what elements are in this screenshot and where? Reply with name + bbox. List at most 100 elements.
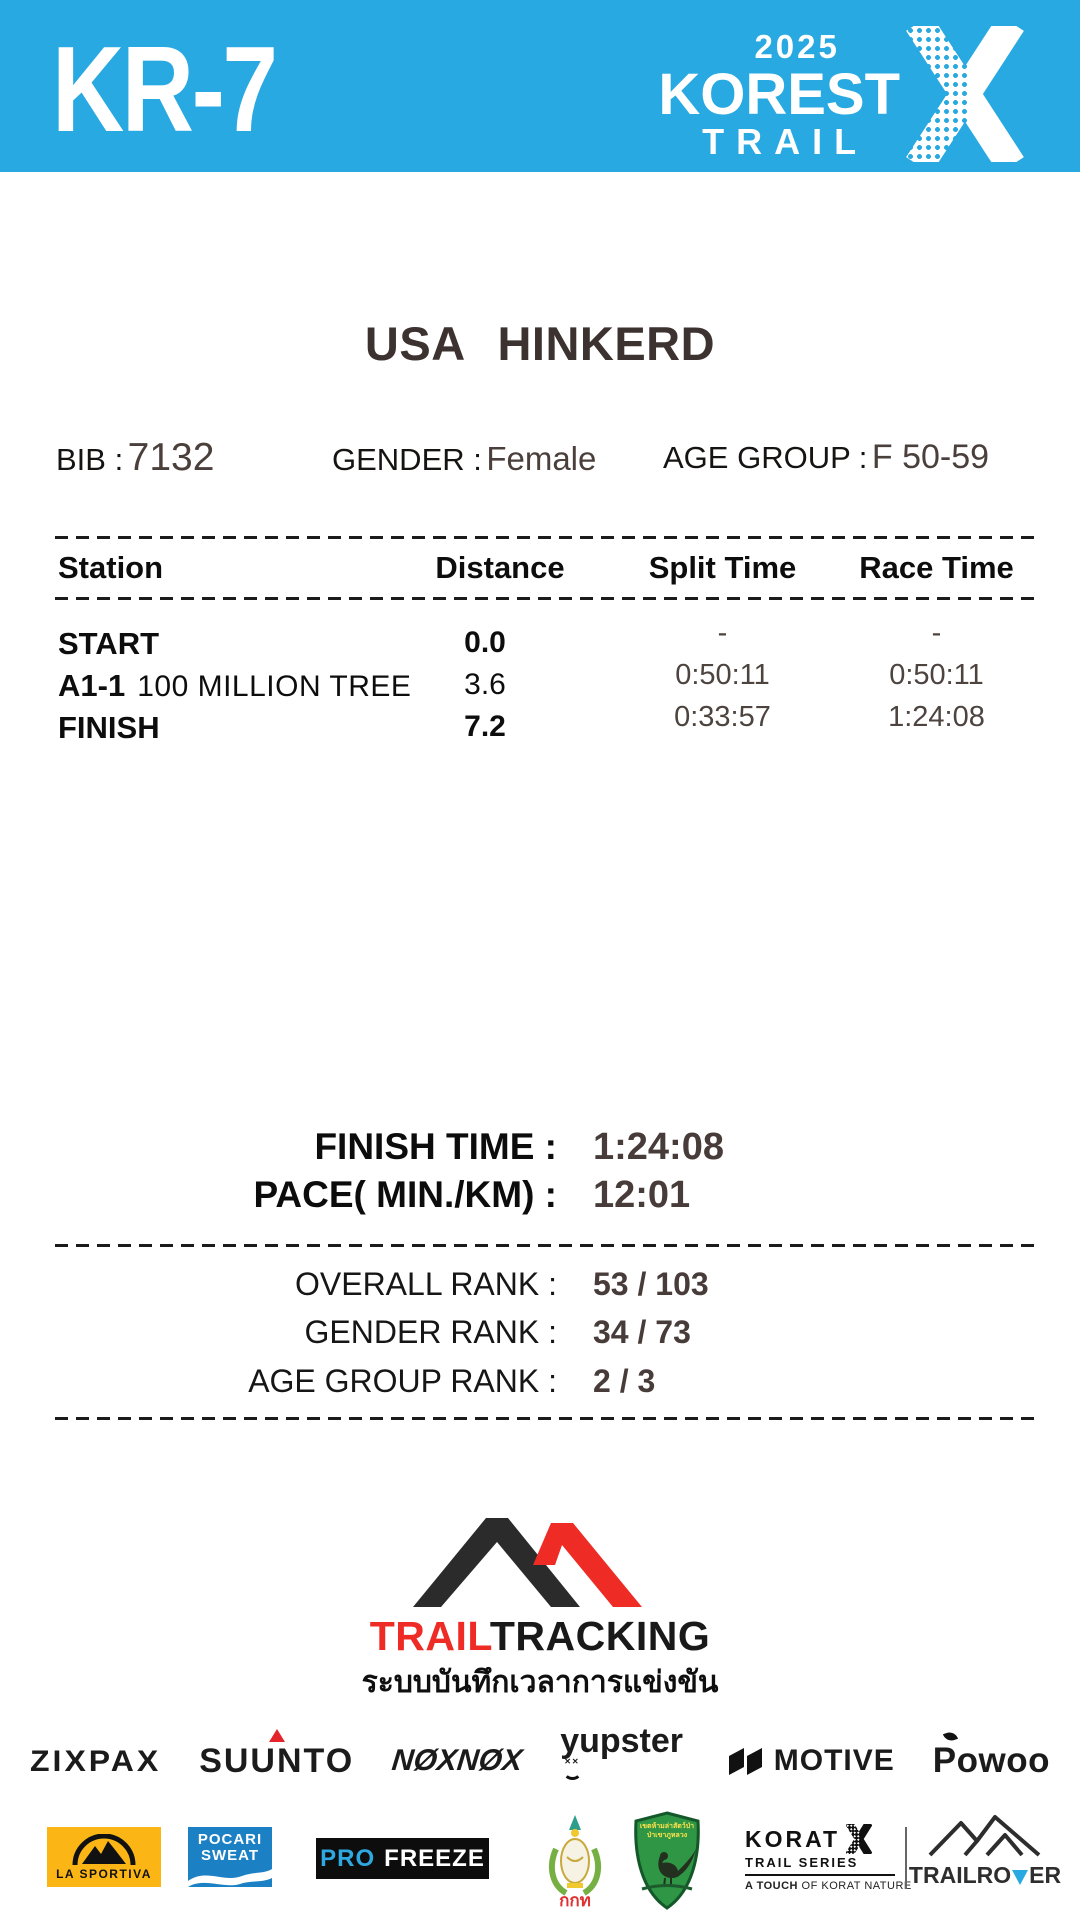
- bib-label: BIB :: [56, 442, 124, 477]
- col-header-station: Station: [58, 550, 164, 585]
- trailrover-left: TRAILRO: [908, 1862, 1012, 1888]
- sat-crest-thai-text: กกท: [559, 1891, 591, 1910]
- bib-value: 7132: [127, 436, 215, 479]
- trailtracking-wordmark: TRAILTRACKING: [0, 1613, 1080, 1660]
- station-code: FINISH: [58, 710, 160, 745]
- pocari-wave-icon: [188, 1869, 272, 1887]
- la-sportiva-logo: LA SPORTIVA: [47, 1827, 161, 1887]
- sat-crest-emblem: กกท: [548, 1815, 602, 1910]
- col-header-race: Race Time: [859, 550, 1014, 585]
- station-distance: 3.6: [464, 668, 506, 701]
- sponsor-row-1: ZIXPAX SUUNTO NØXNØX yupster MOTIVE Powo…: [30, 1722, 1050, 1790]
- station-distance: 7.2: [464, 710, 506, 743]
- age-group-rank-value: 2 / 3: [593, 1363, 656, 1399]
- korat-tagline-rest: OF KORAT NATURE: [798, 1880, 912, 1892]
- finish-time-value: 1:24:08: [593, 1126, 724, 1168]
- event-title: KOREST: [658, 62, 900, 127]
- korat-trail-series-label: TRAIL SERIES: [745, 1855, 859, 1870]
- korat-trail-series-logo: KORAT TRAIL SERIES A TOUCH OF KORAT NATU…: [745, 1824, 911, 1892]
- age-group-rank-label: AGE GROUP RANK :: [248, 1363, 557, 1399]
- pro-freeze-logo: PRO FREEZE: [316, 1838, 489, 1879]
- powoo-logo: Powoo: [932, 1741, 1050, 1780]
- dashed-divider: [55, 536, 1035, 539]
- finish-time-label: FINISH TIME :: [314, 1126, 557, 1167]
- event-year: 2025: [754, 28, 840, 65]
- gender-rank-row: GENDER RANK : 34 / 73: [0, 1314, 1080, 1351]
- station-code: A1-1: [58, 668, 126, 703]
- overall-rank-label: OVERALL RANK :: [294, 1266, 557, 1302]
- shield-thai-line2: ป่าเขาภูหลวง: [647, 1831, 688, 1840]
- col-header-split: Split Time: [648, 550, 797, 585]
- age-group-value: F 50-59: [871, 438, 990, 476]
- gender-field: GENDER : Female: [332, 440, 596, 478]
- runner-name: USA HINKERD: [364, 317, 716, 370]
- pace-value: 12:01: [593, 1174, 691, 1216]
- overall-rank-value: 53 / 103: [593, 1266, 709, 1302]
- trailrover-v-triangle-icon: [1012, 1870, 1029, 1885]
- korat-wordmark: KORAT: [745, 1825, 841, 1852]
- pro-freeze-pro: PRO: [320, 1844, 376, 1872]
- sponsor-divider-line: [905, 1827, 907, 1889]
- suunto-logo: SUUNTO: [199, 1728, 355, 1780]
- race-time: 1:24:08: [888, 701, 985, 733]
- header-banner: KR-7 2025 KOREST TRAIL: [0, 0, 1080, 172]
- wildlife-shield-emblem: เขตห้ามล่าสัตว์ป่า ป่าเขาภูหลวง: [634, 1811, 700, 1910]
- gender-label: GENDER :: [332, 442, 482, 477]
- noxnox-logo: NØXNØX: [390, 1744, 524, 1777]
- gender-value: Female: [486, 440, 597, 477]
- age-group-rank-row: AGE GROUP RANK : 2 / 3: [0, 1363, 1080, 1400]
- pocari-line1: POCARI: [197, 1831, 263, 1848]
- x-mark-icon: [906, 26, 1024, 162]
- dashed-divider: [55, 597, 1035, 600]
- event-subtitle: TRAIL: [702, 121, 869, 162]
- trailtracking-word-trail: TRAIL: [369, 1613, 490, 1659]
- trailrover-wordmark: TRAILRO ER: [909, 1862, 1061, 1889]
- korat-x-icon: [846, 1824, 873, 1854]
- dashed-divider: [55, 1244, 1035, 1247]
- zixpax-logo: ZIXPAX: [30, 1743, 162, 1778]
- korest-logo-text: 2025 KOREST TRAIL: [658, 28, 900, 160]
- pace-row: PACE( MIN./KM) : 12:01: [0, 1174, 1080, 1217]
- dashed-divider: [55, 1417, 1035, 1420]
- gender-rank-label: GENDER RANK :: [304, 1314, 557, 1350]
- pocari-line2: SWEAT: [200, 1846, 260, 1864]
- pro-freeze-freeze: FREEZE: [384, 1844, 485, 1872]
- pace-label: PACE( MIN./KM) :: [253, 1174, 558, 1215]
- split-time: 0:33:57: [674, 701, 771, 733]
- bib-field: BIB : 7132: [56, 436, 214, 480]
- station-distance: 0.0: [464, 626, 506, 659]
- yupster-smiley-icon: [562, 1757, 583, 1780]
- finish-time-row: FINISH TIME : 1:24:08: [0, 1126, 1080, 1169]
- gender-rank-value: 34 / 73: [593, 1314, 691, 1350]
- trailrover-logo: TRAILRO ER: [909, 1813, 1061, 1889]
- trailrover-mountains-icon: [928, 1815, 1041, 1857]
- motive-flags-icon: [728, 1747, 762, 1775]
- pocari-sweat-logo: POCARI SWEAT: [188, 1827, 272, 1887]
- shield-thai-line1: เขตห้ามล่าสัตว์ป่า: [640, 1821, 694, 1830]
- overall-rank-row: OVERALL RANK : 53 / 103: [0, 1266, 1080, 1303]
- station-code: START: [58, 626, 160, 661]
- age-group-field: AGE GROUP : F 50-59: [663, 438, 989, 477]
- yupster-logo: yupster: [560, 1722, 691, 1800]
- race-time: 0:50:11: [889, 659, 984, 691]
- col-header-distance: Distance: [435, 550, 565, 585]
- race-time: -: [931, 617, 942, 649]
- trailrover-right: ER: [1029, 1862, 1062, 1888]
- split-time: -: [717, 617, 728, 649]
- korest-trail-logo: 2025 KOREST TRAIL: [658, 26, 1024, 162]
- korat-tagline: A TOUCH OF KORAT NATURE: [745, 1874, 911, 1892]
- trailtracking-word-tracking: TRACKING: [489, 1613, 711, 1659]
- race-code: KR-7: [52, 21, 278, 157]
- trailtracking-mountains-icon: [413, 1518, 642, 1607]
- la-sportiva-arch-icon: [72, 1833, 136, 1865]
- age-group-label: AGE GROUP :: [663, 440, 868, 475]
- table-row-a1-1: A1-1 100 MILLION TREE 3.6 0:50:11 0:50:11: [0, 659, 1080, 708]
- split-time: 0:50:11: [675, 659, 770, 691]
- station-name: 100 MILLION TREE: [137, 670, 412, 703]
- korat-tagline-bold: A TOUCH: [745, 1880, 798, 1892]
- motive-logo: MOTIVE: [728, 1744, 895, 1778]
- table-row-start: START 0.0 - -: [0, 617, 1080, 666]
- trailtracking-thai-subtitle: ระบบบันทึกเวลาการแข่งขัน: [361, 1666, 719, 1699]
- table-row-finish: FINISH 7.2 0:33:57 1:24:08: [0, 701, 1080, 750]
